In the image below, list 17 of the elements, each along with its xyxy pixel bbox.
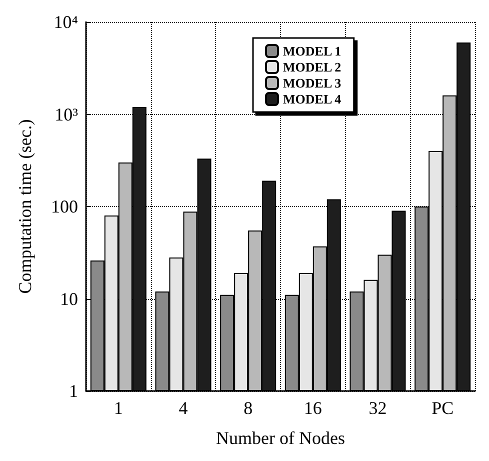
x-tick-label: 16 bbox=[304, 398, 322, 418]
x-tick-label: 1 bbox=[114, 398, 123, 418]
legend-label: MODEL 4 bbox=[283, 92, 342, 106]
x-axis-title: Number of Nodes bbox=[216, 428, 345, 448]
legend-label: MODEL 3 bbox=[283, 76, 342, 90]
legend-label: MODEL 1 bbox=[283, 44, 342, 58]
legend-label: MODEL 2 bbox=[283, 60, 342, 74]
y-tick-label: 1 bbox=[69, 381, 78, 401]
y-tick-label: 10⁴ bbox=[54, 12, 78, 32]
y-tick-label: 100 bbox=[51, 196, 78, 216]
x-tick-label: PC bbox=[432, 398, 454, 418]
y-tick-label: 10³ bbox=[54, 104, 79, 124]
x-tick-label: 4 bbox=[178, 398, 188, 418]
y-axis-title: Computation time (sec.) bbox=[15, 119, 35, 294]
y-tick-label: 10 bbox=[60, 288, 78, 309]
x-tick-label: 32 bbox=[368, 398, 387, 418]
x-tick-label: 8 bbox=[244, 398, 253, 418]
